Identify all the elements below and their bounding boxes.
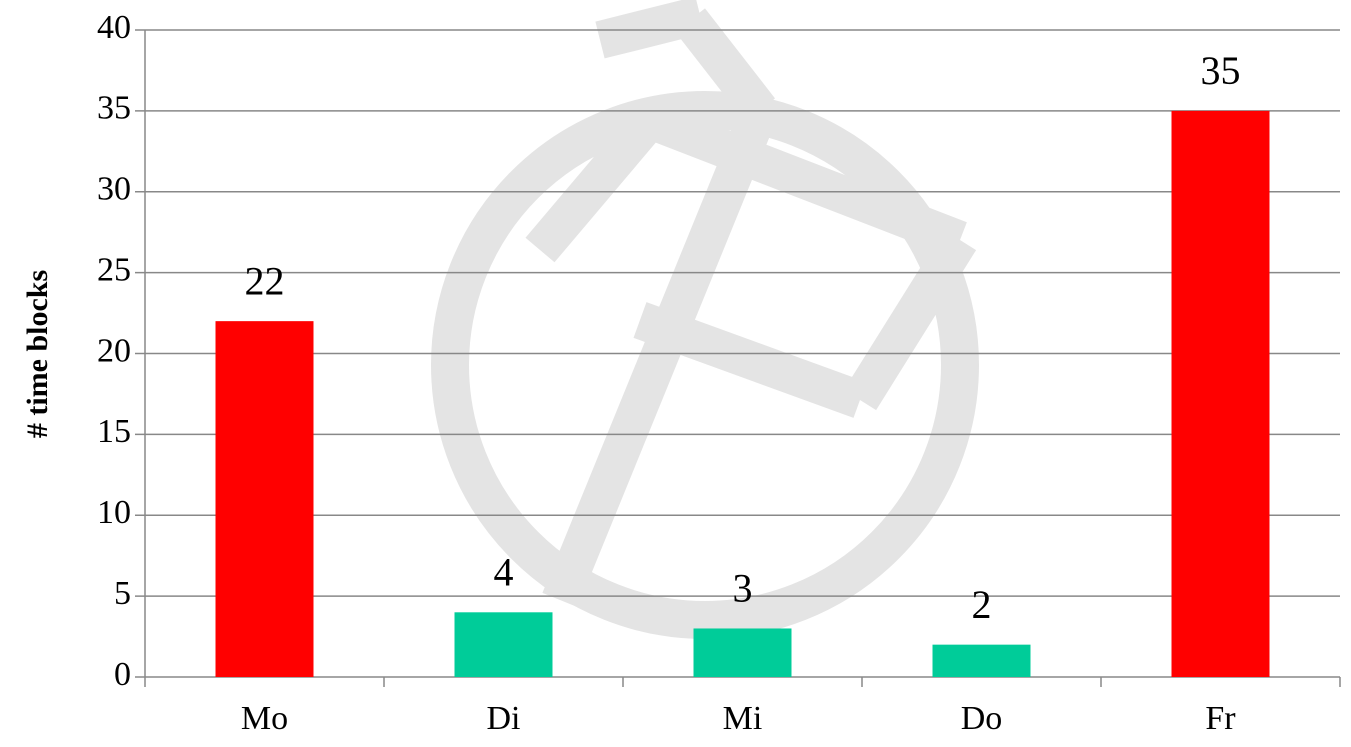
watermark xyxy=(431,0,979,639)
y-axis-label: # time blocks xyxy=(21,270,54,438)
data-label: 35 xyxy=(1201,48,1241,93)
bar xyxy=(932,644,1031,677)
bar xyxy=(693,628,792,677)
x-tick-label: Fr xyxy=(1205,700,1236,737)
y-tick-label: 20 xyxy=(97,332,131,369)
y-tick-label: 5 xyxy=(114,575,131,612)
bar xyxy=(454,612,553,677)
y-tick-label: 40 xyxy=(97,9,131,46)
x-tick-label: Mo xyxy=(241,700,288,737)
y-tick-label: 30 xyxy=(97,171,131,208)
y-tick-label: 15 xyxy=(97,413,131,450)
y-tick-label: 0 xyxy=(114,656,131,693)
data-label: 4 xyxy=(494,549,514,594)
data-label: 3 xyxy=(733,566,753,611)
x-tick-label: Do xyxy=(961,700,1003,737)
y-tick-label: 35 xyxy=(97,90,131,127)
y-tick-label: 25 xyxy=(97,251,131,288)
x-tick-label: Di xyxy=(487,700,521,737)
y-tick-label: 10 xyxy=(97,494,131,531)
bar xyxy=(1171,110,1270,677)
x-tick-label: Mi xyxy=(723,700,763,737)
data-label: 2 xyxy=(972,582,992,627)
data-label: 22 xyxy=(245,258,285,303)
bar xyxy=(215,321,314,677)
